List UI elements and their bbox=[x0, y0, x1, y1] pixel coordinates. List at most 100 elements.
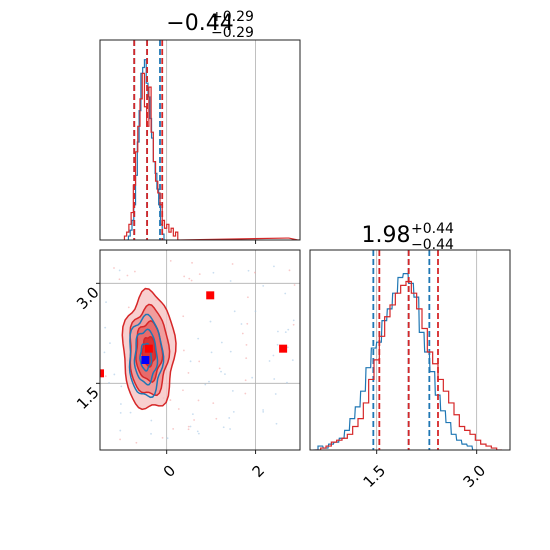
panel-2-sample-point bbox=[161, 436, 164, 439]
panel-3-xtick-label-0: 1.5 bbox=[360, 461, 390, 491]
panel-2-sample-point bbox=[244, 392, 247, 395]
panel-2-sample-point bbox=[287, 328, 290, 331]
panel-2-sample-point bbox=[182, 349, 185, 352]
panel-2-contour-1-1 bbox=[133, 328, 159, 386]
panel-2-sample-point bbox=[229, 350, 232, 353]
panel-3-xtick-label-1: 3.0 bbox=[460, 461, 490, 491]
panel-2-xtick-label-0: 0 bbox=[160, 461, 179, 480]
panel-2-sample-point bbox=[229, 280, 232, 282]
panel-2-sample-point bbox=[150, 419, 153, 422]
panel-2-sample-point bbox=[187, 425, 190, 428]
panel-2-marker-2 bbox=[279, 344, 288, 353]
panel-2-sample-point bbox=[284, 292, 287, 295]
panel-2-sample-point bbox=[224, 373, 226, 376]
panel-2-sample-point bbox=[245, 344, 248, 346]
panel-2-sample-point bbox=[275, 422, 278, 425]
panel-1-histogram bbox=[99, 39, 301, 244]
panel-2-sample-point bbox=[126, 274, 129, 277]
panel-2-sample-point bbox=[177, 408, 180, 410]
panel-2-sample-point bbox=[127, 306, 130, 309]
panel-2-sample-point bbox=[118, 278, 121, 281]
panel-2-sample-point bbox=[274, 393, 277, 395]
panel-2-sample-point bbox=[292, 319, 295, 322]
panel-3-title-sub: −0.44 bbox=[411, 237, 454, 253]
panel-2-marker-3 bbox=[100, 369, 104, 378]
panel-1-title-sub: −0.29 bbox=[211, 25, 254, 41]
panel-2-sample-point bbox=[193, 419, 195, 421]
panel-2-sample-point bbox=[262, 409, 265, 411]
panel-2-sample-point bbox=[129, 411, 132, 414]
panel-2-sample-point bbox=[135, 441, 138, 444]
panel-2-marker-1 bbox=[206, 291, 215, 300]
panel-2-sample-point bbox=[113, 373, 116, 376]
panel-2-sample-point bbox=[204, 383, 207, 386]
panel-2-sample-point bbox=[187, 428, 190, 431]
panel-2-sample-point bbox=[293, 284, 296, 286]
panel-2-sample-point bbox=[197, 432, 200, 435]
panel-3-content bbox=[313, 250, 502, 450]
panel-2-sample-point bbox=[240, 323, 243, 325]
panel-2-sample-point bbox=[208, 380, 210, 383]
panel-2-sample-point bbox=[220, 370, 222, 373]
panel-2-sample-point bbox=[113, 267, 115, 269]
panel-2-ticks: 0 2 1.5 3.0 bbox=[73, 282, 268, 481]
panel-2-sample-point bbox=[233, 310, 236, 313]
panel-1-content bbox=[123, 40, 300, 240]
panel-2-sample-point bbox=[104, 375, 107, 378]
panel-3-frame bbox=[309, 249, 511, 451]
panel-2-sample-point bbox=[241, 332, 244, 335]
panel-2-sample-point bbox=[218, 367, 221, 370]
panel-2-sample-point bbox=[273, 265, 275, 268]
panel-2-ytick-label-0: 1.5 bbox=[73, 383, 103, 413]
panel-2-sample-point bbox=[254, 271, 256, 274]
panel-3-title-sup: +0.44 bbox=[411, 221, 454, 237]
panel-2-sample-point bbox=[119, 429, 122, 432]
panel-2-sample-point bbox=[182, 315, 185, 318]
panel-1-hist-series-1 bbox=[123, 72, 300, 240]
panel-3-title: 1.98 bbox=[362, 223, 411, 248]
panel-1-ticks bbox=[166, 240, 257, 244]
panel-2-marker-0 bbox=[144, 344, 153, 353]
panel-2-sample-point bbox=[196, 430, 199, 433]
panel-2-sample-point bbox=[187, 372, 190, 374]
panel-2-contour: 0 2 1.5 3.0 bbox=[73, 249, 301, 481]
panel-2-sample-point bbox=[197, 337, 200, 340]
panel-2-sample-point bbox=[286, 346, 289, 349]
panel-2-xtick-label-1: 2 bbox=[249, 461, 268, 480]
panel-2-sample-point bbox=[188, 277, 191, 280]
panel-2-sample-point bbox=[262, 285, 265, 287]
panel-2-sample-point bbox=[262, 410, 265, 413]
panel-2-sample-point bbox=[209, 320, 212, 323]
panel-2-sample-point bbox=[109, 342, 111, 345]
panel-2-sample-point bbox=[232, 410, 235, 413]
panel-2-sample-point bbox=[246, 322, 249, 325]
panel-2-marker-4 bbox=[141, 356, 150, 364]
panel-2-sample-point bbox=[277, 330, 279, 333]
panel-2-sample-point bbox=[222, 426, 225, 429]
panel-2-sample-point bbox=[247, 269, 250, 272]
panel-2-sample-point bbox=[182, 389, 184, 392]
panel-2-sample-point bbox=[244, 379, 247, 382]
panel-1-title-main: −0.44 bbox=[166, 11, 233, 36]
panel-2-sample-point bbox=[251, 376, 254, 379]
panel-2-sample-point bbox=[231, 263, 234, 265]
panel-2-sample-point bbox=[273, 378, 276, 380]
panel-2-sample-point bbox=[150, 432, 152, 435]
panel-2-sample-point bbox=[104, 326, 107, 329]
panel-2-frame bbox=[99, 249, 301, 451]
panel-2-sample-point bbox=[286, 381, 288, 384]
panel-2-sample-point bbox=[133, 270, 136, 273]
panel-3-ticks: 1.5 3.0 bbox=[360, 450, 490, 491]
panel-2-sample-point bbox=[220, 341, 223, 344]
panel-3-title-main: 1.98 bbox=[362, 223, 411, 248]
panel-2-sample-point bbox=[291, 359, 294, 362]
panel-2-contour-1-0 bbox=[128, 313, 165, 399]
panel-3-grid bbox=[376, 250, 478, 450]
panel-2-sample-point bbox=[120, 385, 123, 388]
panel-1-title-sup: +0.29 bbox=[211, 9, 254, 25]
panel-2-sample-point bbox=[172, 428, 175, 430]
panel-2-sample-point bbox=[191, 261, 193, 264]
panel-2-sample-point bbox=[272, 354, 275, 357]
panel-2-sample-point bbox=[276, 343, 279, 346]
